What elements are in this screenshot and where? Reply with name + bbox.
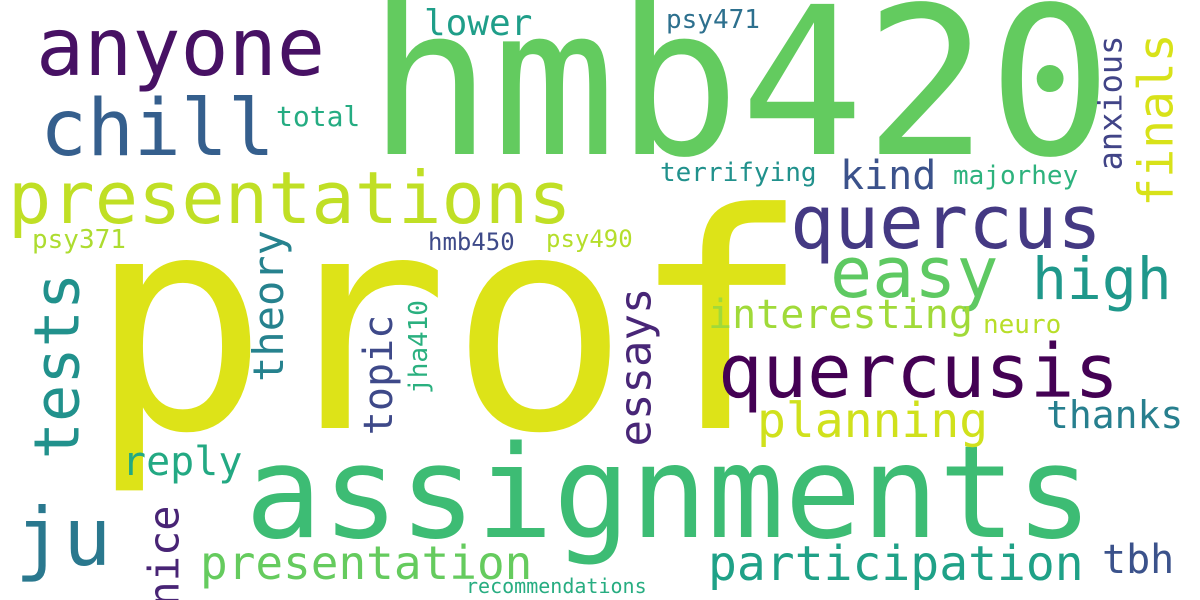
word-psy490: psy490 xyxy=(546,225,633,253)
word-recommendations: recommendations xyxy=(466,574,647,598)
word-presentation: presentation xyxy=(200,536,533,590)
word-hmb420: hmb420 xyxy=(368,0,1113,203)
word-theory: theory xyxy=(243,230,293,382)
word-assignments: assignments xyxy=(245,419,1093,568)
word-tests[interactable]: tests xyxy=(20,272,94,460)
word-presentations: presentations xyxy=(8,156,572,240)
word-anxious: anxious xyxy=(1091,35,1130,171)
word-finals: finals xyxy=(1128,33,1185,207)
word-easy: easy xyxy=(830,232,999,314)
word-anyone: anyone xyxy=(36,1,325,94)
word-psy371: psy371 xyxy=(32,225,126,255)
word-topic: topic xyxy=(356,314,403,436)
word-chill: chill xyxy=(40,84,275,174)
word-quercus: quercus xyxy=(790,180,1102,266)
word-thanks: thanks xyxy=(1046,393,1184,437)
word-ju: ju xyxy=(15,491,112,584)
word-neuro: neuro xyxy=(983,310,1062,340)
word-essays: essays xyxy=(610,287,662,447)
word-kind: kind xyxy=(840,153,937,199)
word-hmb450: hmb450 xyxy=(428,228,515,256)
word-interesting: interesting xyxy=(708,292,973,338)
word-tbh: tbh xyxy=(1102,537,1175,583)
word-participation: participation xyxy=(708,536,1084,592)
word-psy471: psy471 xyxy=(666,5,760,35)
word-terrifying: terrifying xyxy=(660,158,817,188)
word-prof: prof xyxy=(88,150,811,499)
word-reply: reply xyxy=(122,439,243,485)
word-total: total xyxy=(276,100,361,133)
word-lower: lower xyxy=(424,3,533,44)
word-jha410: jha410 xyxy=(403,300,434,394)
word-majorhey: majorhey xyxy=(953,161,1079,191)
word-high: high xyxy=(1032,245,1172,313)
word-quercusis: quercusis xyxy=(718,329,1119,415)
word-nice: nice xyxy=(139,505,189,600)
word-planning: planning xyxy=(757,393,989,449)
